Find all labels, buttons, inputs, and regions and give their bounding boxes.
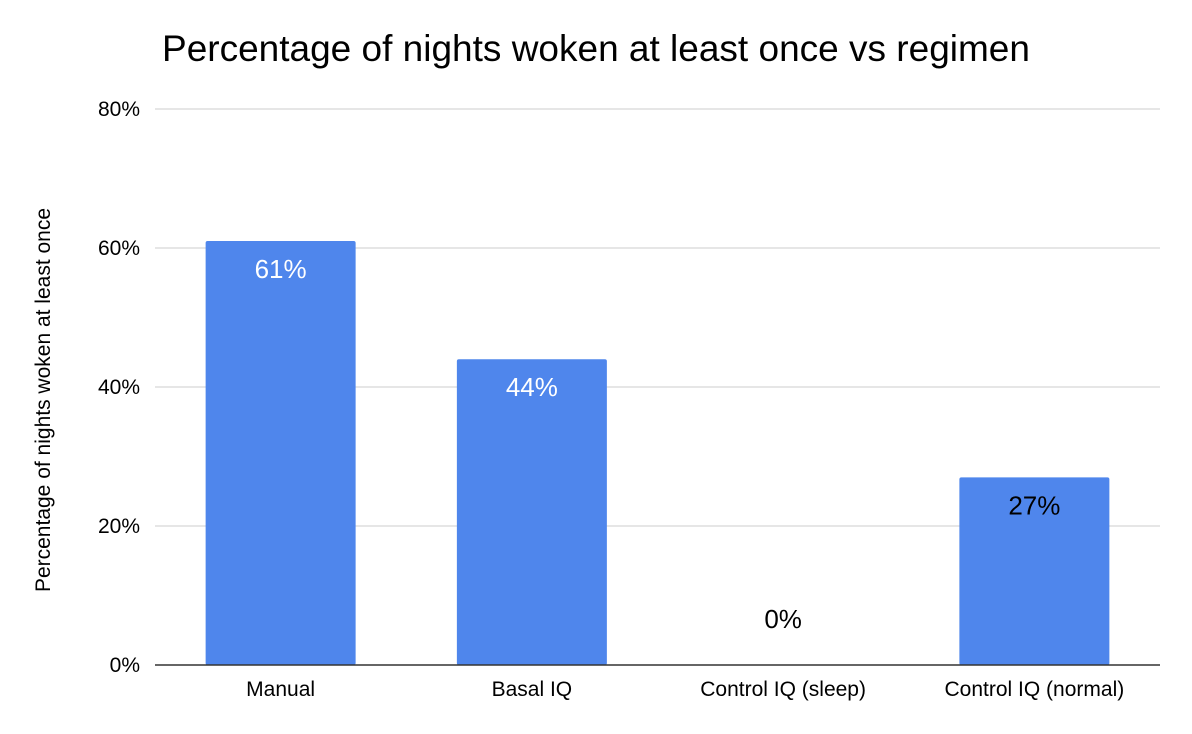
y-tick-label: 80% xyxy=(98,98,140,121)
labels: 0% 20% 40% 60% 80% Manual 61% Basal IQ 44% Contro… xyxy=(98,98,1124,701)
data-label: 0% xyxy=(764,604,802,634)
data-label: 61% xyxy=(255,254,307,284)
y-tick-label: 0% xyxy=(110,654,140,677)
x-tick-label: Control IQ (sleep) xyxy=(700,678,866,701)
x-tick-label: Manual xyxy=(246,678,315,701)
data-label: 27% xyxy=(1008,490,1060,520)
y-tick-label: 40% xyxy=(98,376,140,399)
chart-title: Percentage of nights woken at least once… xyxy=(162,28,1030,69)
bar xyxy=(959,477,1110,665)
bar xyxy=(456,359,607,665)
y-tick-label: 60% xyxy=(98,237,140,260)
bars xyxy=(205,241,1110,666)
x-tick-label: Basal IQ xyxy=(492,678,573,701)
y-tick-label: 20% xyxy=(98,515,140,538)
x-tick-label: Control IQ (normal) xyxy=(945,678,1125,701)
y-axis-label: Percentage of nights woken at least once xyxy=(32,208,55,592)
bar xyxy=(205,241,356,666)
data-label: 44% xyxy=(506,372,558,402)
